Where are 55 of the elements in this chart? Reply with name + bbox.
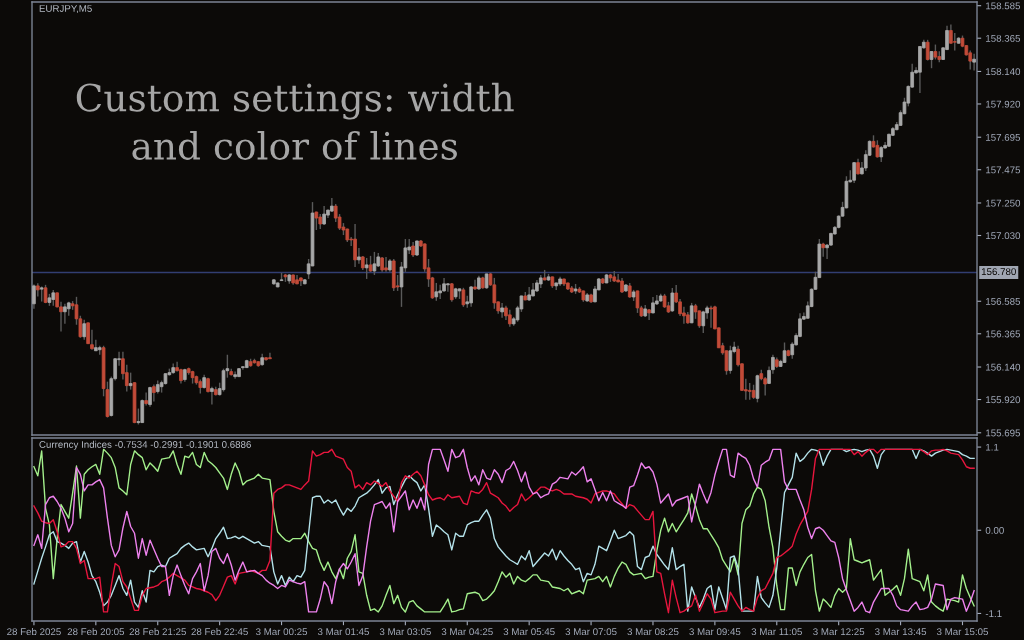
candlestick <box>438 284 442 300</box>
y-tick-label: 157.920 <box>986 100 1021 108</box>
candlestick <box>144 391 148 407</box>
candlestick <box>755 374 760 404</box>
ref-line-label: 156.780 <box>981 268 1016 276</box>
x-tick-label: 3 Mar 11:05 <box>751 628 802 636</box>
y-tick-label: 155.695 <box>986 429 1021 437</box>
y-tick-label: -1.1 <box>985 610 1002 617</box>
x-tick-label: 28 Feb 2025 <box>7 627 61 636</box>
x-tick-label: 3 Mar 04:25 <box>441 628 493 636</box>
x-tick-label: 3 Mar 00:25 <box>255 628 308 636</box>
candlestick <box>670 287 675 313</box>
y-tick-label: 0.00 <box>985 526 1004 534</box>
y-tick-label: 157.475 <box>986 166 1021 174</box>
y-tick-label: 158.585 <box>986 2 1021 10</box>
y-tick-label: 1.1 <box>986 443 999 451</box>
x-tick-label: 3 Mar 03:05 <box>379 628 431 636</box>
x-tick-label: 3 Mar 07:05 <box>565 628 617 636</box>
candlestick <box>709 305 713 329</box>
candlestick <box>473 279 477 291</box>
x-tick-label: 3 Mar 13:45 <box>875 628 927 636</box>
candlestick <box>635 289 640 314</box>
x-tick-label: 3 Mar 08:25 <box>627 628 679 636</box>
y-tick-label: 156.585 <box>986 297 1021 305</box>
candlestick <box>82 319 87 341</box>
x-tick-label: 3 Mar 15:05 <box>936 628 989 636</box>
candlestick <box>32 283 36 310</box>
y-tick-label: 157.695 <box>986 133 1021 141</box>
candlestick <box>728 345 733 375</box>
candlestick <box>384 256 388 273</box>
chart-title: Currency Indices -0.7534 -0.2991 -0.1901 0.6886 <box>39 440 251 450</box>
x-tick-label: 28 Feb 21:25 <box>129 627 186 636</box>
y-tick-label: 155.920 <box>986 396 1021 404</box>
y-tick-label: 158.365 <box>986 34 1021 42</box>
candlestick <box>63 303 67 325</box>
x-tick-label: 3 Mar 05:45 <box>503 628 555 636</box>
x-tick-label: 28 Feb 20:05 <box>67 627 125 636</box>
candlestick <box>972 53 976 72</box>
candlestick <box>446 282 450 293</box>
candlestick <box>210 385 214 406</box>
x-tick-label: 28 Feb 22:45 <box>191 627 248 636</box>
y-tick-label: 156.140 <box>986 363 1021 371</box>
y-tick-label: 157.250 <box>986 199 1021 207</box>
x-tick-label: 3 Mar 01:45 <box>317 628 369 636</box>
y-tick-label: 157.030 <box>986 232 1021 240</box>
x-tick-label: 3 Mar 12:25 <box>813 628 865 636</box>
y-tick-label: 158.140 <box>986 68 1021 76</box>
chart-title: EURJPY,M5 <box>39 5 92 14</box>
annotation: Custom settings: width and color of lines <box>76 82 514 160</box>
candlestick <box>357 247 361 265</box>
candlestick <box>968 49 973 71</box>
x-tick-label: 3 Mar 09:45 <box>689 628 741 636</box>
y-tick-label: 156.365 <box>986 330 1021 338</box>
candlestick <box>492 277 497 310</box>
candlestick <box>353 223 357 268</box>
